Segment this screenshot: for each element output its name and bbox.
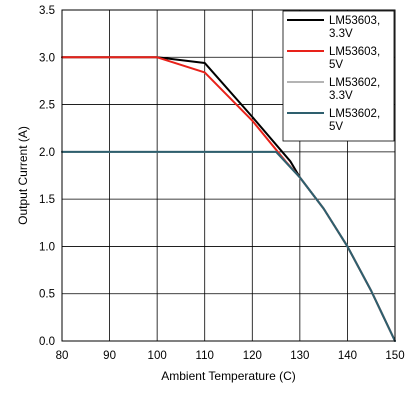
x-tick-label-7: 150 [385, 350, 404, 362]
x-tick-label-2: 100 [148, 350, 167, 362]
y-tick-label-5: 2.5 [39, 100, 55, 112]
plot-frame [61, 9, 396, 342]
x-tick-label-1: 90 [103, 350, 116, 362]
y-tick-label-4: 2.0 [39, 147, 55, 159]
y-tick-label-2: 1.0 [39, 241, 55, 253]
legend: LM53603, 3.3V LM53603, 5V LM53602, 3.3V LM5360… [282, 10, 395, 142]
x-tick-label-6: 140 [338, 350, 357, 362]
y-tick-label-6: 3.0 [39, 52, 55, 64]
legend-box [282, 10, 395, 142]
series-line-3 [61, 150, 396, 342]
x-axis-title: Ambient Temperature (C) [161, 369, 296, 383]
series-lines [61, 56, 396, 342]
legend-label-1: LM53603, 5V [329, 46, 380, 71]
y-tick-label-0: 0.0 [39, 336, 55, 348]
x-tick-label-4: 120 [243, 350, 262, 362]
legend-label-2: LM53602, 3.3V [329, 77, 380, 102]
x-tick-label-3: 110 [196, 350, 214, 362]
x-tick-label-0: 80 [56, 350, 69, 362]
x-tick-labels: 80 90 100 110 120 130 140 150 [56, 350, 405, 362]
y-axis-title: Output Current (A) [16, 126, 30, 225]
y-tick-label-7: 3.5 [39, 5, 55, 17]
legend-label-0: LM53603, 3.3V [329, 15, 380, 40]
legend-label-3: LM53602, 5V [329, 108, 380, 133]
y-tick-label-3: 1.5 [39, 194, 55, 206]
y-tick-labels: 0.0 0.5 1.0 1.5 2.0 2.5 3.0 3.5 [39, 5, 55, 348]
x-tick-label-5: 130 [290, 350, 309, 362]
y-tick-label-1: 0.5 [39, 289, 55, 301]
